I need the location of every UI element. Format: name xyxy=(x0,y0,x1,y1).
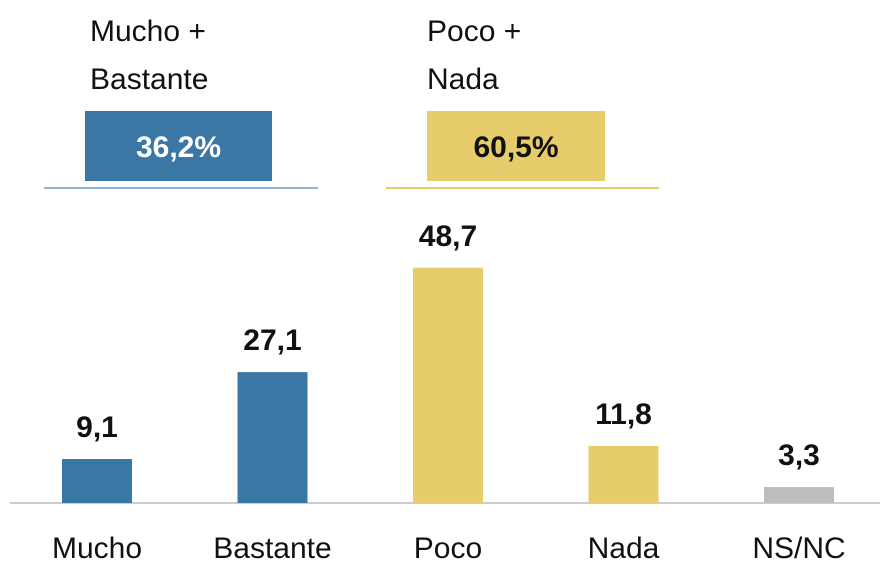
group-label: Nada xyxy=(427,63,499,96)
group-box xyxy=(85,111,272,181)
value-label: 3,3 xyxy=(778,439,820,472)
value-label: 48,7 xyxy=(419,220,477,253)
x-tick-label: Bastante xyxy=(213,532,331,565)
group-label: Bastante xyxy=(90,63,208,96)
value-label: 9,1 xyxy=(76,411,118,444)
group-box xyxy=(427,111,605,181)
group-label: Mucho + xyxy=(90,15,206,48)
bar xyxy=(764,487,834,503)
x-tick-label: Nada xyxy=(588,532,660,565)
bar xyxy=(588,446,659,503)
group-label: Poco + xyxy=(427,15,521,48)
x-tick-label: NS/NC xyxy=(752,532,845,565)
bar xyxy=(413,267,483,503)
bar xyxy=(237,372,308,503)
group-value: 36,2% xyxy=(136,131,221,164)
group-value: 60,5% xyxy=(473,131,558,164)
x-tick-label: Mucho xyxy=(52,532,142,565)
value-label: 11,8 xyxy=(595,398,652,431)
x-tick-label: Poco xyxy=(414,532,482,565)
value-label: 27,1 xyxy=(243,324,301,357)
bar xyxy=(62,459,132,503)
